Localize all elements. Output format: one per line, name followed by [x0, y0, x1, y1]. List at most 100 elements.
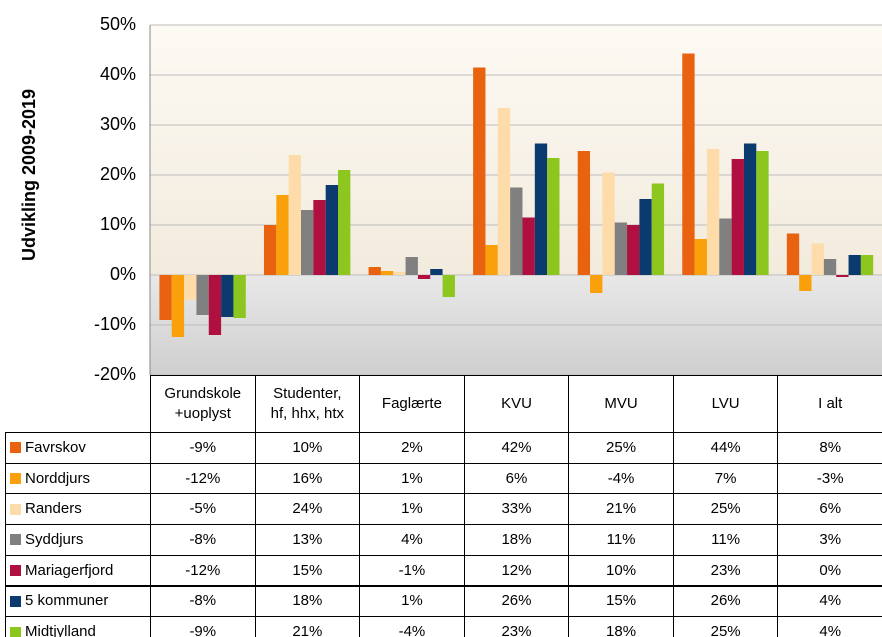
x-tick-label: Studenter, hf, hhx, htx: [254, 375, 361, 433]
data-label: -4%: [359, 616, 465, 637]
bar: [313, 200, 326, 275]
x-tick-label: KVU: [463, 375, 570, 433]
legend-swatch: [10, 595, 21, 607]
y-tick-label: 40%: [100, 64, 136, 84]
legend-entry: Randers: [5, 493, 151, 526]
bar: [393, 272, 406, 275]
data-label: 4%: [359, 524, 465, 556]
data-label: 6%: [463, 462, 570, 495]
data-label: 26%: [672, 585, 779, 618]
y-tick-label: 20%: [100, 164, 136, 184]
data-label: -9%: [150, 616, 256, 637]
data-label: -4%: [568, 462, 674, 495]
data-label: -8%: [150, 524, 256, 556]
data-label: 15%: [568, 585, 674, 618]
legend-label: Favrskov: [25, 438, 86, 456]
bar: [694, 239, 707, 275]
data-label: 10%: [568, 554, 674, 587]
data-label: 11%: [568, 524, 674, 556]
data-label: 6%: [777, 493, 882, 526]
data-label: 23%: [463, 616, 570, 637]
data-label: 15%: [254, 554, 361, 587]
legend-swatch: [10, 442, 21, 454]
bar: [510, 187, 523, 275]
y-tick-label: 30%: [100, 114, 136, 134]
bar: [743, 143, 757, 275]
data-label: 26%: [463, 585, 570, 618]
bar: [547, 158, 560, 275]
data-label: 33%: [463, 493, 570, 526]
bar: [682, 53, 695, 275]
legend-label: Norddjurs: [25, 469, 91, 487]
bar: [522, 217, 535, 275]
bar: [485, 245, 498, 275]
legend-entry: Mariagerfjord: [5, 554, 151, 587]
data-label: 25%: [672, 616, 779, 637]
y-tick-label: 10%: [100, 214, 136, 234]
legend-label: Syddjurs: [25, 530, 84, 548]
y-tick-label: -10%: [94, 314, 136, 334]
bar: [276, 195, 289, 275]
bar: [233, 275, 246, 318]
bar: [706, 149, 720, 275]
data-label: -5%: [150, 493, 256, 526]
x-tick-label: I alt: [777, 375, 882, 433]
data-label: 18%: [254, 585, 361, 618]
bar: [368, 267, 381, 275]
data-label: 42%: [463, 432, 570, 464]
data-label: 12%: [463, 554, 570, 587]
legend-swatch: [10, 626, 21, 637]
data-label: 10%: [254, 432, 361, 464]
bar: [473, 67, 486, 275]
bar: [811, 243, 824, 275]
x-tick-label: LVU: [672, 375, 779, 433]
data-label: 18%: [568, 616, 674, 637]
bar: [338, 170, 351, 275]
bar: [301, 210, 314, 275]
data-label: 13%: [254, 524, 361, 556]
data-label: 16%: [254, 462, 361, 495]
legend-entry: Midtjylland: [5, 616, 151, 637]
legend-swatch: [10, 565, 21, 577]
data-label: -12%: [150, 462, 256, 495]
x-tick-label: MVU: [568, 375, 674, 433]
data-label: 18%: [463, 524, 570, 556]
bar: [860, 255, 874, 275]
data-label: 4%: [777, 585, 882, 618]
data-label: -1%: [359, 554, 465, 587]
legend-entry: Syddjurs: [5, 524, 151, 556]
legend-label: Mariagerfjord: [25, 561, 114, 579]
data-label: 24%: [254, 493, 361, 526]
data-label: 4%: [777, 616, 882, 637]
data-label: -8%: [150, 585, 256, 618]
bar: [417, 275, 431, 279]
data-label: 44%: [672, 432, 779, 464]
bar: [442, 275, 455, 297]
bar: [731, 159, 744, 275]
data-label: 1%: [359, 462, 465, 495]
legend-entry: Norddjurs: [5, 462, 151, 495]
y-axis-label: Udvikling 2009-2019: [19, 89, 39, 261]
data-label: -12%: [150, 554, 256, 587]
bar: [405, 257, 418, 275]
bar: [221, 275, 234, 317]
data-label: 0%: [777, 554, 882, 587]
legend-swatch: [10, 473, 21, 485]
y-tick-label: 0%: [110, 264, 136, 284]
legend-entry: 5 kommuner: [5, 585, 151, 618]
bar: [325, 185, 339, 275]
bar: [651, 183, 665, 275]
bar: [208, 275, 222, 335]
bar: [577, 151, 591, 275]
data-label: -9%: [150, 432, 256, 464]
bar: [288, 155, 302, 275]
data-label: 1%: [359, 585, 465, 618]
bar: [263, 225, 277, 275]
bar: [590, 275, 603, 293]
bar: [196, 275, 209, 315]
bar: [719, 218, 732, 275]
bar: [534, 143, 548, 275]
bar: [848, 255, 861, 275]
bar: [614, 222, 628, 275]
x-tick-label: Faglærte: [359, 375, 465, 433]
